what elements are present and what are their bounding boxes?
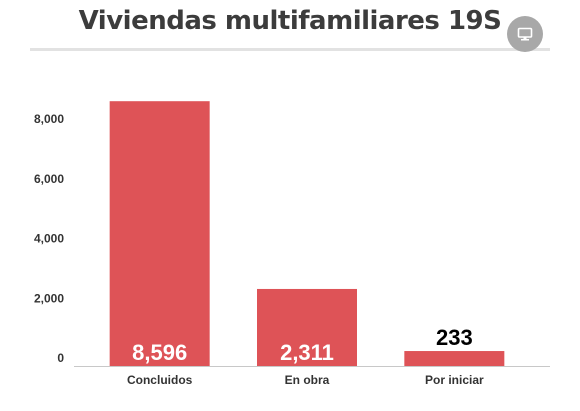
bar-value-label: 233 [436,325,473,350]
x-tick-label: En obra [285,373,330,387]
chart-title: Viviendas multifamiliares 19S [78,6,502,36]
monitor-icon [517,27,533,41]
y-tick-label: 6,000 [34,172,64,186]
x-tick-label: Concluidos [127,373,193,387]
bar-en-obra [257,288,357,366]
title-divider [30,48,550,51]
y-tick-label: 0 [57,351,64,365]
bar-value-label: 8,596 [132,340,187,365]
y-tick-label: 4,000 [34,232,64,246]
x-tick-label: Por iniciar [425,373,484,387]
y-tick-label: 2,000 [34,291,64,305]
bar-value-label: 2,311 [280,340,334,365]
bar-concluidos [109,101,210,366]
fullscreen-button[interactable] [507,16,543,52]
bar-por-iniciar [404,351,505,366]
y-tick-label: 8,000 [34,112,64,126]
